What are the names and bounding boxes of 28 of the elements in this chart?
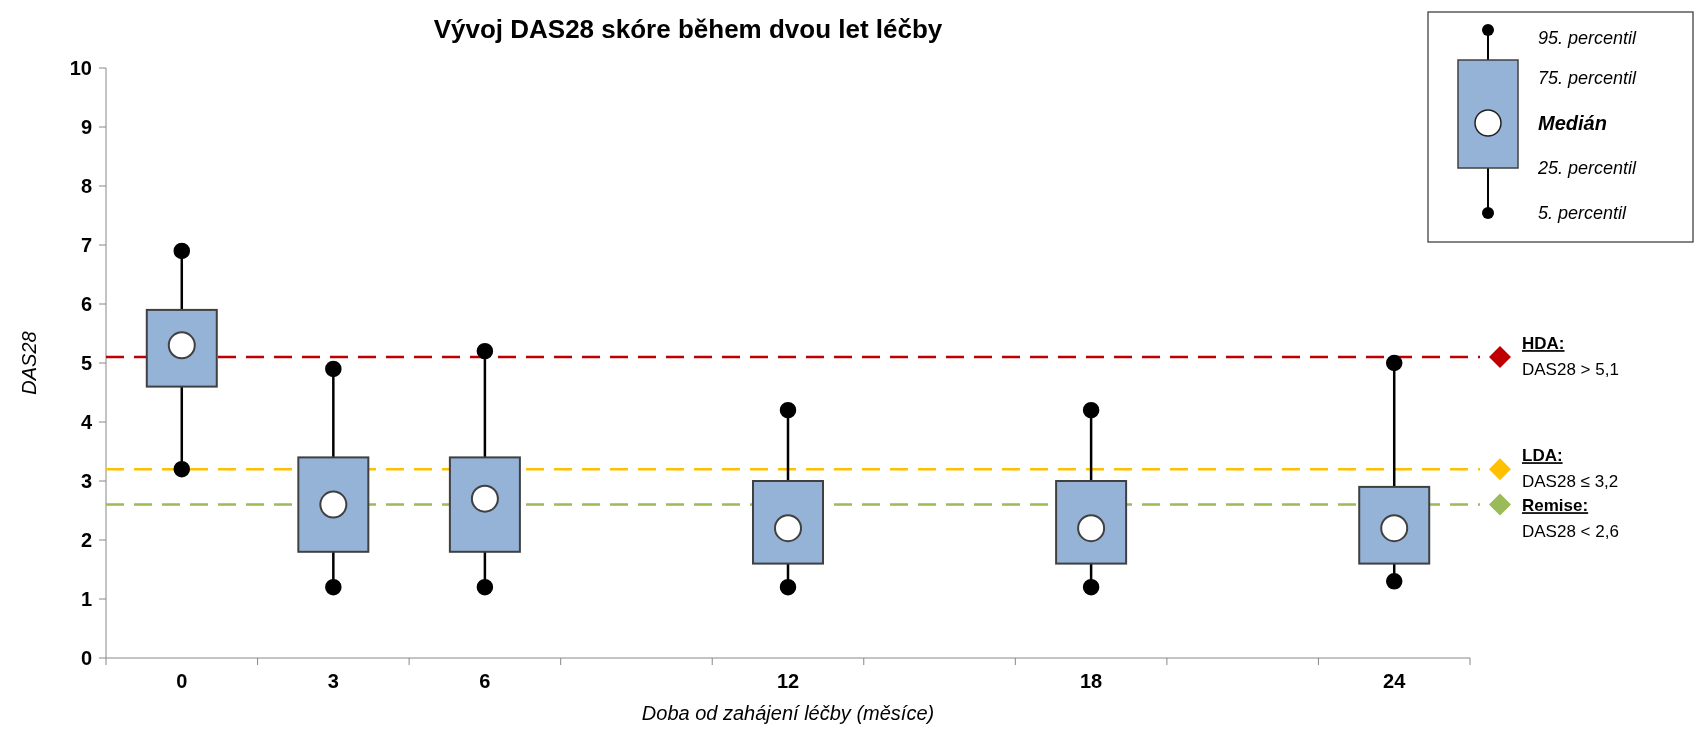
- y-tick-label: 7: [80, 234, 92, 256]
- ref-line-label: HDA: DAS28 > 5,1: [1522, 334, 1619, 380]
- y-tick-label: 1: [80, 588, 92, 610]
- y-tick-label: 2: [80, 529, 92, 551]
- y-tick-label: 5: [80, 352, 92, 374]
- text: 75. percentil: [1538, 68, 1638, 89]
- y-tick-label: 8: [80, 175, 92, 197]
- y-axis-title: DAS28: [18, 331, 40, 395]
- text: 5. percentil: [1538, 203, 1628, 224]
- y-tick-label: 6: [80, 293, 92, 315]
- ref-line-label: LDA: DAS28 ≤ 3,2: [1522, 446, 1619, 492]
- x-tick-label: 12: [776, 670, 800, 692]
- y-tick-label: 0: [80, 647, 92, 669]
- x-tick-label: 6: [479, 670, 491, 692]
- text: Medián: [1538, 112, 1607, 134]
- x-axis-title: Doba od zahájení léčby (měsíce): [641, 702, 935, 724]
- y-tick-label: 4: [80, 411, 93, 433]
- ref-line-label: Remise: DAS28 < 2,6: [1522, 496, 1619, 542]
- x-tick-label: 3: [327, 670, 339, 692]
- y-tick-label: 9: [80, 116, 92, 138]
- y-tick-label: 10: [69, 57, 92, 79]
- x-tick-label: 24: [1383, 670, 1407, 692]
- x-tick-label: 0: [176, 670, 188, 692]
- text: 25. percentil: [1537, 158, 1638, 179]
- x-tick-label: 18: [1079, 670, 1103, 692]
- y-tick-label: 3: [80, 470, 92, 492]
- chart-title: Vývoj DAS28 skóre během dvou let léčby: [433, 14, 943, 44]
- text: 95. percentil: [1538, 28, 1638, 49]
